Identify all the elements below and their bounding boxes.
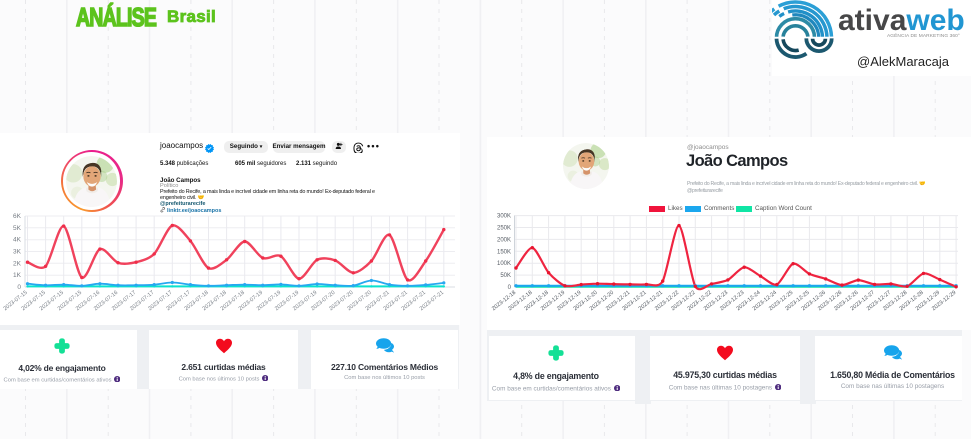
svg-text:6K: 6K [13,213,22,220]
svg-text:5K: 5K [13,225,22,232]
svg-text:2K: 2K [13,260,22,267]
svg-text:200K: 200K [497,237,511,243]
svg-text:0: 0 [17,284,21,291]
svg-text:150K: 150K [497,249,511,255]
svg-text:50K: 50K [500,273,511,279]
svg-text:3K: 3K [13,249,22,256]
svg-text:100K: 100K [497,261,511,267]
svg-text:1K: 1K [13,272,22,279]
svg-text:300K: 300K [497,214,511,220]
svg-text:250K: 250K [497,226,511,232]
svg-text:0: 0 [508,285,512,291]
svg-text:4K: 4K [13,237,22,244]
